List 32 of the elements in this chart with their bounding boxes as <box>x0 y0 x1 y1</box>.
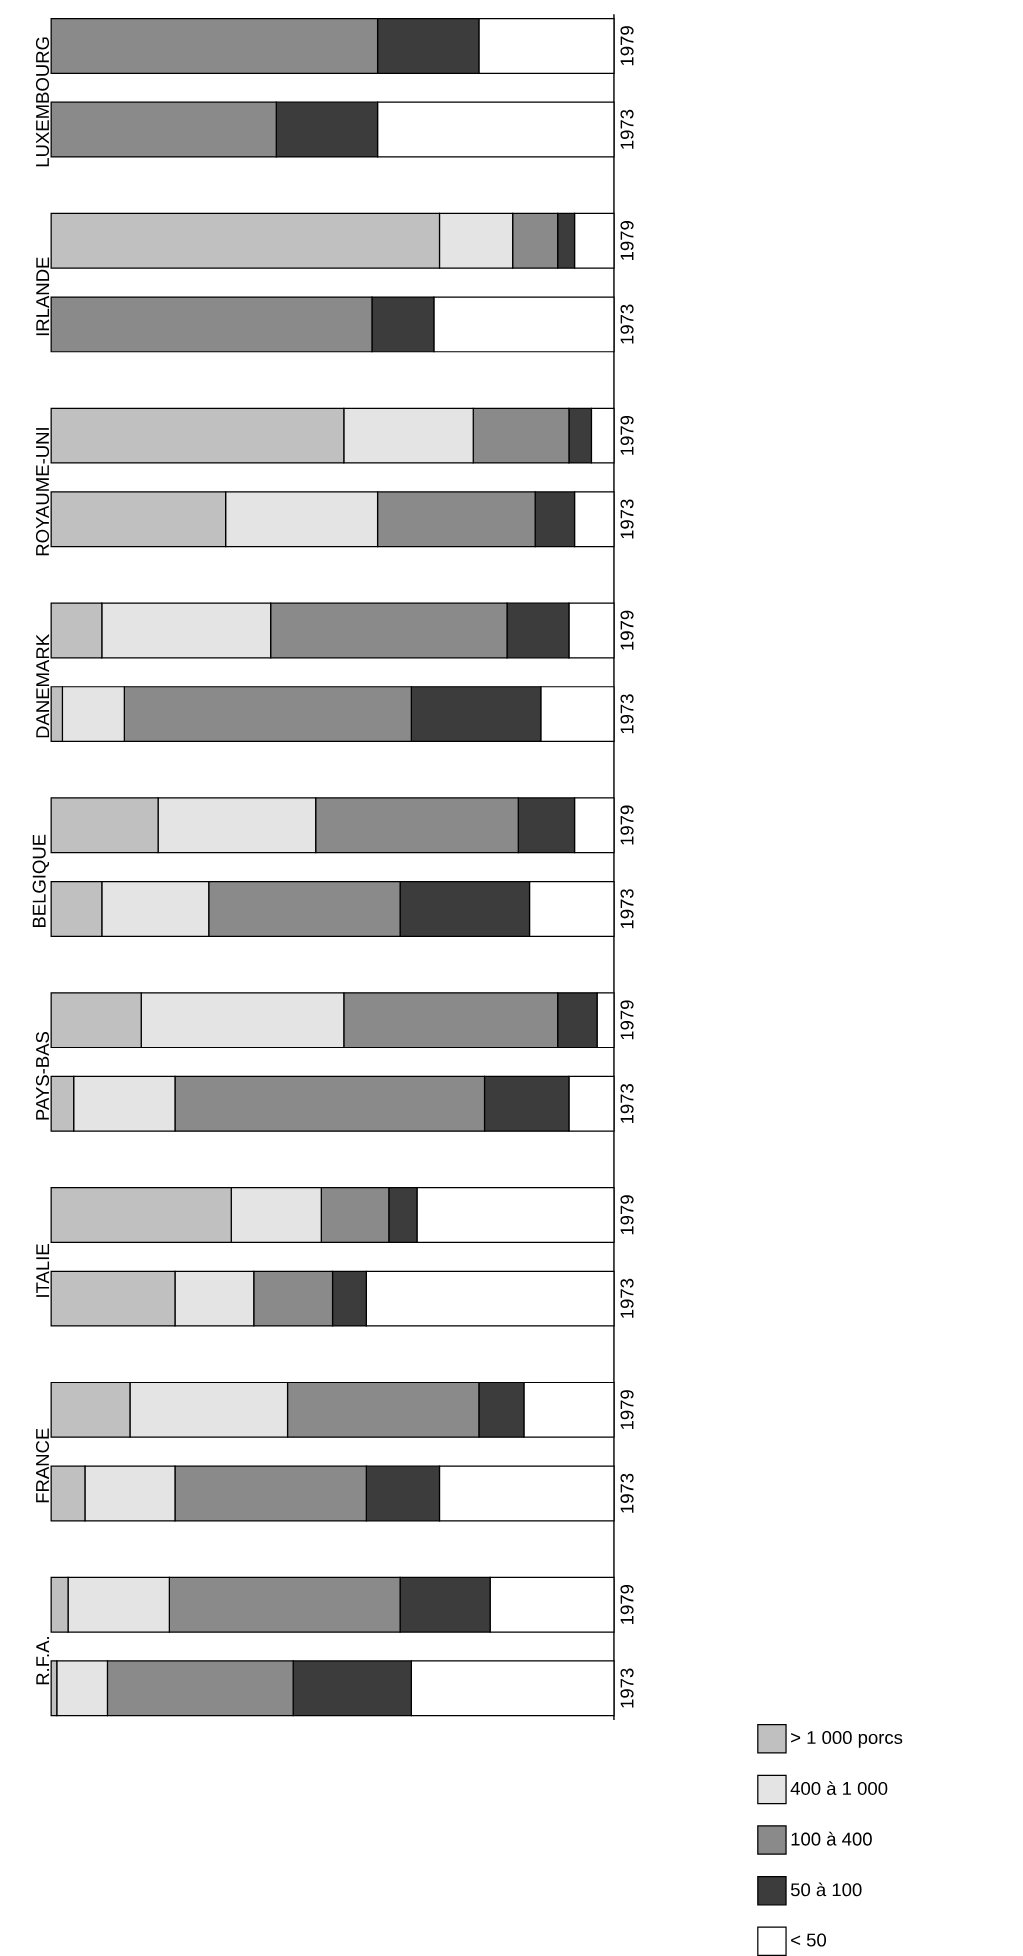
y-tick-label: 1973 <box>620 1278 634 1318</box>
y-tick-label: 1979 <box>620 1585 634 1624</box>
text: FRANCE <box>35 1428 49 1503</box>
y-tick-label: 1979 <box>620 415 634 455</box>
y-tick-label: 1973 <box>620 304 634 344</box>
legend-label: < 50 <box>790 1933 826 1947</box>
y-tick-label: 1979 <box>620 610 634 650</box>
y-tick-label: 1973 <box>620 1473 634 1513</box>
y-tick-label: 1973 <box>620 1668 634 1708</box>
y-tick-label: 1979 <box>620 1000 634 1040</box>
y-tick-label: 1973 <box>620 889 634 929</box>
legend-label: > 1 000 porcs <box>790 1730 903 1748</box>
text: ROYAUME-UNI <box>35 428 49 556</box>
text: R.F.A. <box>36 1637 49 1685</box>
text: PAYS-BAS <box>35 1031 49 1120</box>
text: IRLANDE <box>36 257 49 336</box>
legend-label: 50 à 100 <box>790 1882 862 1897</box>
y-tick-label: 1973 <box>620 499 634 539</box>
y-tick-label: 1973 <box>620 1084 634 1123</box>
text: BELGIQUE <box>32 834 49 928</box>
y-tick-label: 1979 <box>620 221 634 260</box>
text: LUXEMBOURG <box>35 37 49 167</box>
y-tick-label: 1973 <box>620 109 634 149</box>
y-tick-label: 1979 <box>620 1390 634 1430</box>
legend-label: 100 à 400 <box>791 1831 872 1846</box>
text: DANEMARK <box>36 634 49 738</box>
y-tick-label: 1973 <box>620 694 634 734</box>
text: ITALIE <box>36 1244 49 1297</box>
y-tick-label: 1979 <box>620 1195 634 1235</box>
y-tick-label: 1979 <box>620 26 634 66</box>
legend-label: 400 à 1 000 <box>790 1781 888 1796</box>
y-tick-label: 1979 <box>620 805 634 845</box>
